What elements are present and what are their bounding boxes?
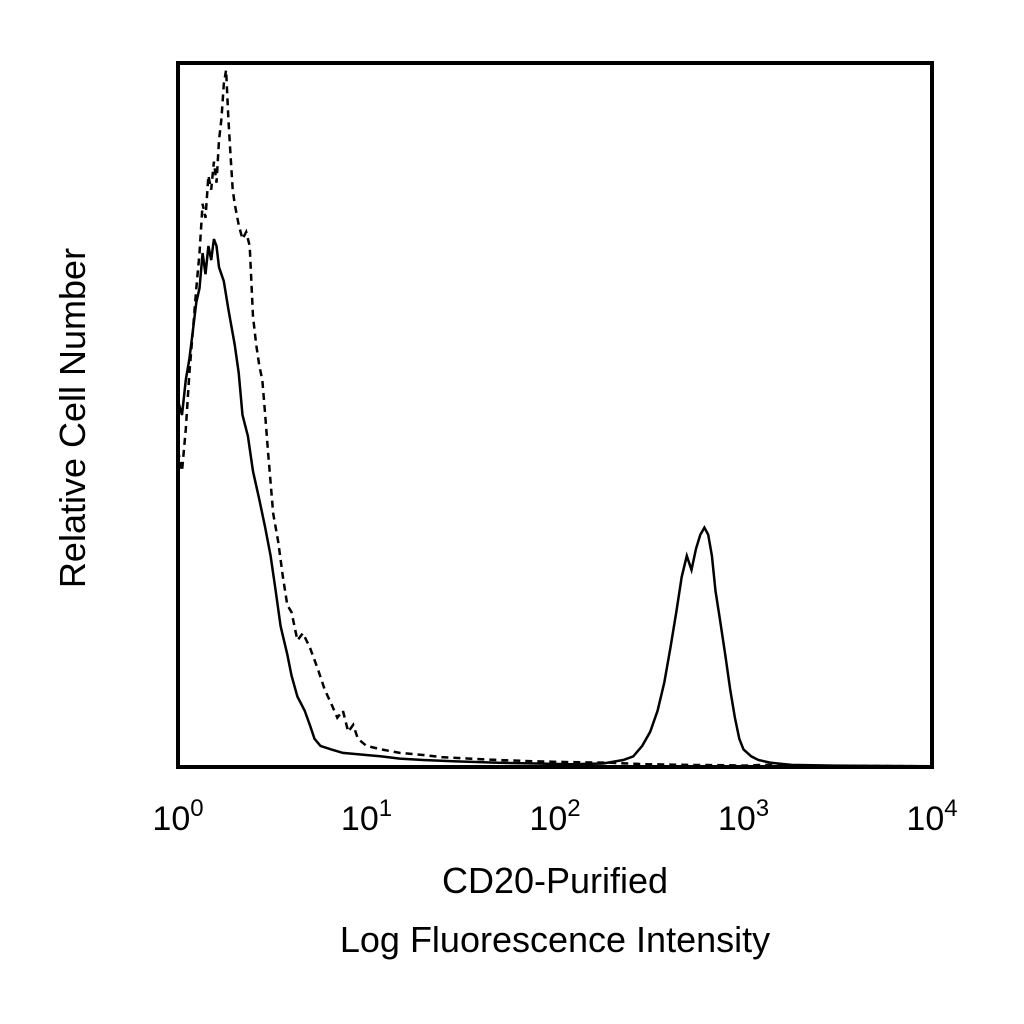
x-tick-label: 101 <box>341 795 392 838</box>
x-axis-label: CD20-Purified <box>442 860 668 901</box>
histogram-line-dashed <box>176 69 933 768</box>
x-axis-label-line2: Log Fluorescence Intensity <box>340 919 770 960</box>
plot-frame <box>176 61 934 769</box>
x-tick-label: 104 <box>906 795 957 838</box>
histogram-line-solid <box>176 238 933 768</box>
x-tick-label: 103 <box>718 795 769 838</box>
series-layer <box>176 69 933 768</box>
x-tick-labels: 100 101 102 103 104 <box>152 795 957 838</box>
x-tick-label: 100 <box>152 795 203 838</box>
y-axis-label: Relative Cell Number <box>52 248 93 588</box>
x-tick-label: 102 <box>529 795 580 838</box>
